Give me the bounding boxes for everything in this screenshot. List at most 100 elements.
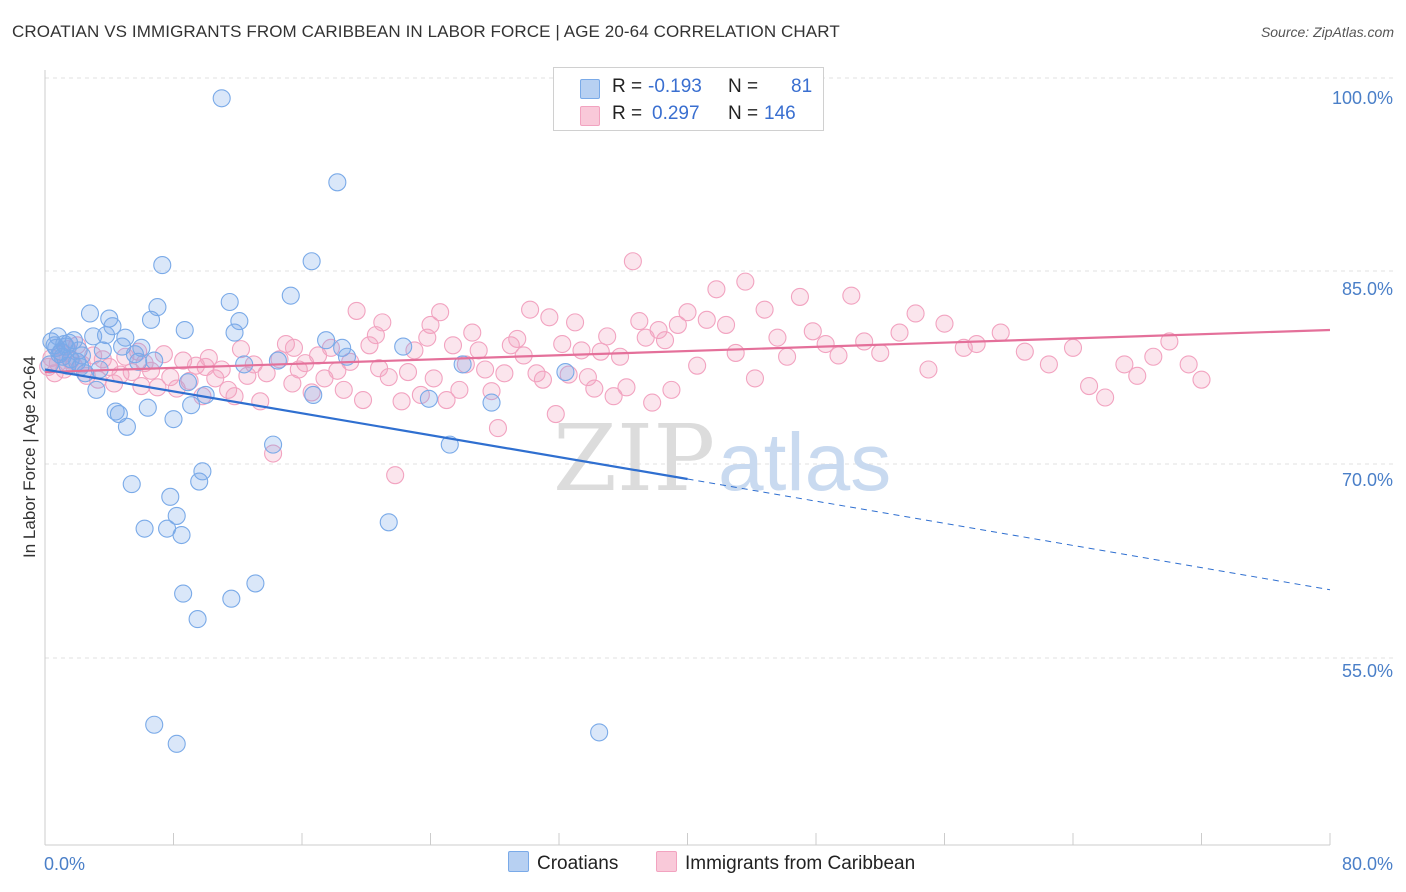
- caribbean-point: [373, 313, 392, 332]
- y-tick-label: 55.0%: [1342, 661, 1393, 681]
- caribbean-point: [829, 346, 848, 365]
- r-value: 0.297: [652, 103, 700, 124]
- caribbean-point: [668, 315, 687, 334]
- caribbean-point: [238, 366, 257, 385]
- caribbean-point: [284, 338, 304, 357]
- caribbean-point: [991, 323, 1010, 342]
- legend-item-croatians: Croatians: [508, 851, 618, 875]
- croatian-point: [172, 525, 191, 545]
- caribbean-point: [521, 300, 540, 319]
- x-tick-label: 80.0%: [1342, 854, 1393, 874]
- caribbean-point: [803, 322, 822, 341]
- caribbean-point: [755, 300, 774, 319]
- croatian-point: [182, 396, 201, 415]
- croatian-point: [222, 589, 241, 608]
- croatian-point: [116, 328, 135, 347]
- croatian-point: [220, 292, 239, 312]
- croatian-point: [71, 357, 90, 376]
- caribbean-point: [919, 360, 938, 379]
- croatian-point: [80, 304, 100, 323]
- caribbean-point: [906, 304, 925, 323]
- croatian-point: [246, 574, 265, 593]
- caribbean-point: [678, 303, 697, 322]
- caribbean-point: [392, 392, 411, 411]
- croatian-point: [72, 346, 91, 365]
- y-tick-label: 70.0%: [1342, 470, 1393, 490]
- caribbean-point: [566, 313, 585, 332]
- croatian-point: [212, 89, 231, 108]
- source-credit: Source: ZipAtlas.com: [1260, 24, 1394, 40]
- caribbean-point: [540, 308, 559, 327]
- trend-lines: [44, 328, 1331, 591]
- caribbean-point: [716, 315, 736, 334]
- caribbean-point: [553, 334, 572, 354]
- caribbean-point: [707, 280, 726, 299]
- n-value: 146: [764, 103, 796, 124]
- croatian-point: [482, 393, 501, 412]
- caribbean-point: [572, 341, 591, 360]
- caribbean-point: [643, 393, 662, 412]
- croatian-point: [64, 331, 83, 350]
- croatians-trend-extension: [687, 478, 1331, 591]
- croatian-point: [122, 475, 141, 494]
- croatian-point: [87, 380, 106, 399]
- croatian-point: [317, 331, 336, 350]
- croatian-point: [225, 323, 244, 342]
- caribbean-point: [533, 370, 552, 389]
- caribbean-point: [697, 310, 716, 329]
- caribbean-point: [1115, 355, 1134, 374]
- caribbean-point: [450, 380, 469, 399]
- croatian-point: [556, 362, 575, 382]
- croatian-point: [178, 373, 198, 392]
- caribbean-point: [1160, 332, 1179, 351]
- croatian-point: [167, 506, 186, 525]
- caribbean-point: [1179, 355, 1198, 374]
- croatian-point: [304, 385, 323, 405]
- croatians-trend-line: [44, 368, 688, 481]
- croatian-point: [106, 402, 125, 421]
- croatian-point: [453, 355, 472, 374]
- caribbean-point: [469, 341, 488, 360]
- caribbean-point: [476, 360, 495, 379]
- caribbean-point: [559, 365, 578, 384]
- croatian-point: [129, 352, 148, 371]
- caribbean-legend-label: Immigrants from Caribbean: [685, 853, 916, 874]
- caribbean-point: [598, 327, 617, 346]
- croatian-point: [302, 252, 321, 271]
- y-tick-label: 85.0%: [1342, 279, 1393, 299]
- x-tick-label: 0.0%: [44, 854, 85, 874]
- croatian-point: [174, 584, 193, 603]
- croatian-point: [193, 462, 212, 481]
- caribbean-point: [604, 387, 623, 406]
- caribbean-point: [141, 361, 161, 380]
- watermark: ZIP atlas: [553, 405, 891, 512]
- caribbean-point: [463, 323, 482, 342]
- y-axis-label: In Labor Force | Age 20-64: [20, 356, 39, 558]
- croatian-point: [379, 513, 398, 532]
- caribbean-point: [591, 342, 610, 361]
- n-label: N =: [728, 76, 759, 97]
- r-label: R =: [612, 103, 643, 124]
- caribbean-point: [890, 323, 909, 342]
- caribbean-point: [122, 362, 141, 382]
- n-value: 81: [791, 76, 813, 97]
- croatian-point: [264, 435, 283, 454]
- croatian-point: [440, 435, 459, 454]
- caribbean-point: [443, 336, 463, 355]
- croatian-point: [394, 337, 413, 356]
- croatian-point: [590, 723, 609, 742]
- croatian-point: [419, 389, 438, 408]
- caribbean-point: [871, 343, 890, 362]
- croatians-legend-label: Croatians: [537, 853, 619, 874]
- n-label: N =: [728, 103, 759, 124]
- croatian-point: [138, 398, 157, 417]
- caribbean-point: [546, 405, 565, 424]
- watermark-zip: ZIP: [553, 405, 715, 512]
- caribbean-swatch: [580, 106, 600, 126]
- caribbean-point: [967, 334, 986, 354]
- caribbean-point: [334, 380, 353, 399]
- r-label: R =: [612, 76, 643, 97]
- axes: [44, 70, 1331, 846]
- croatian-point: [153, 256, 172, 275]
- caribbean-point: [370, 359, 389, 378]
